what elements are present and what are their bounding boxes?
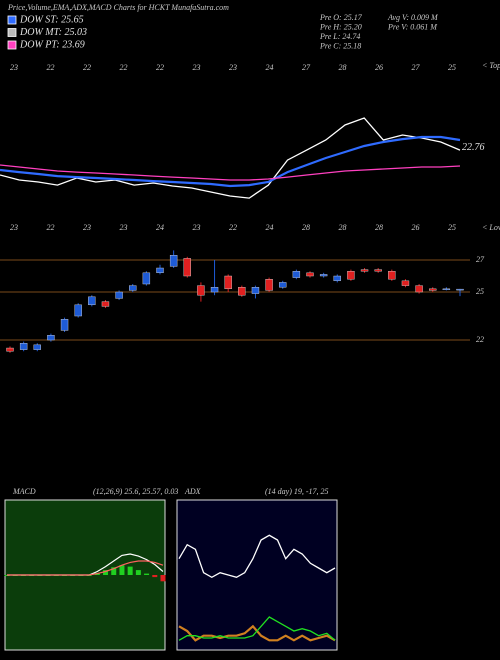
info-text: Pre H: 25.20 [319, 22, 362, 31]
histogram-bar [127, 566, 133, 575]
date-label: 27 [412, 63, 421, 72]
candle-body [456, 288, 464, 291]
panel-title: ADX [184, 487, 202, 496]
histogram-bar [152, 575, 158, 578]
date-label: 23 [193, 223, 201, 232]
histogram-bar [111, 567, 117, 575]
series-line [0, 164, 461, 181]
date-label: 23 [83, 223, 91, 232]
candle-body [347, 271, 355, 280]
candle-body [183, 258, 191, 277]
lows-label: < Lows [482, 223, 500, 232]
candle-body [319, 274, 328, 277]
candle-body [142, 272, 151, 285]
candle-body [156, 267, 164, 274]
candle-body [333, 275, 341, 282]
date-label: 24 [156, 223, 164, 232]
date-label: 23 [193, 63, 201, 72]
histogram-bar [103, 570, 109, 575]
candle-body [279, 282, 287, 288]
candle-body [6, 347, 14, 352]
date-label: 22 [156, 63, 164, 72]
date-label: 24 [266, 63, 274, 72]
series-line [0, 135, 461, 188]
panel-subtitle: (14 day) 19, -17, 25 [265, 487, 329, 496]
date-label: 22 [83, 63, 91, 72]
legend-swatch [7, 28, 17, 37]
candle-body [224, 275, 232, 290]
candle-body [429, 288, 437, 291]
candle-body [169, 255, 178, 267]
candle-body [401, 280, 410, 286]
candle-body [306, 272, 314, 277]
legend-swatch [7, 15, 17, 25]
candle-body [101, 301, 110, 307]
candle-body [210, 287, 219, 293]
candle-body [129, 285, 137, 291]
candle-body [388, 271, 396, 280]
y-tick-label: 25 [476, 287, 484, 296]
candle-body [74, 304, 82, 317]
date-label: 22 [120, 63, 128, 72]
date-label: 23 [10, 223, 18, 232]
candle-body [60, 319, 69, 331]
candle-body [115, 291, 123, 299]
info-text: Pre O: 25.17 [319, 13, 363, 22]
info-text: Pre V: 0.061 M [387, 22, 438, 31]
legend-swatch [7, 40, 17, 50]
date-label: 28 [339, 63, 347, 72]
date-label: 28 [302, 223, 310, 232]
tops-label: < Tops [482, 61, 500, 70]
series-line [178, 534, 336, 579]
info-text: Pre L: 24.74 [319, 32, 360, 41]
last-value: 22.76 [462, 142, 485, 153]
panel-subtitle: (12,26,9) 25.6, 25.57, 0.03 [93, 487, 178, 496]
series-line [178, 616, 336, 641]
histogram-bar [160, 575, 166, 582]
legend-label: DOW PT: 23.69 [19, 39, 85, 50]
histogram-bar [119, 565, 125, 575]
date-label: 23 [120, 223, 128, 232]
date-label: 27 [302, 63, 311, 72]
candle-body [442, 288, 451, 291]
date-label: 22 [47, 63, 55, 72]
candle-body [33, 344, 41, 350]
date-label: 25 [448, 63, 456, 72]
legend-label: DOW MT: 25.03 [19, 27, 87, 38]
date-label: 22 [47, 223, 55, 232]
candle-body [238, 287, 246, 296]
date-label: 23 [10, 63, 18, 72]
candle-body [374, 269, 382, 272]
panel-bg [176, 499, 338, 651]
candle-body [415, 285, 423, 293]
candle-body [47, 335, 55, 341]
y-tick-label: 27 [476, 255, 485, 264]
candle-body [197, 285, 205, 296]
series-line [7, 560, 164, 576]
info-text: Avg V: 0.009 M [387, 13, 439, 22]
panel-title: MACD [12, 487, 36, 496]
date-label: 24 [266, 223, 274, 232]
histogram-bar [135, 570, 141, 575]
date-label: 25 [448, 223, 456, 232]
date-label: 28 [339, 223, 347, 232]
legend-label: DOW ST: 25.65 [19, 14, 84, 25]
date-label: 26 [412, 223, 420, 232]
y-tick-label: 22 [476, 335, 484, 344]
candle-body [265, 279, 273, 291]
candle-body [19, 343, 28, 350]
date-label: 28 [375, 223, 383, 232]
page-title: Price,Volume,EMA,ADX,MACD Charts for HCK… [7, 3, 229, 12]
info-text: Pre C: 25.18 [319, 41, 361, 50]
candle-body [88, 296, 96, 306]
date-label: 23 [229, 63, 237, 72]
date-label: 26 [375, 63, 383, 72]
candle-body [360, 269, 369, 272]
date-label: 22 [229, 223, 237, 232]
histogram-bar [144, 573, 150, 575]
candle-body [292, 271, 301, 278]
candle-body [251, 287, 260, 294]
